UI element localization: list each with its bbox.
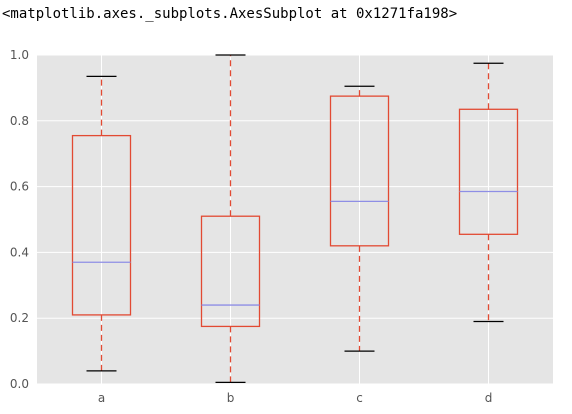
box-a (71, 75, 132, 372)
y-tick-label: 1.0 (10, 48, 29, 62)
y-tick-label: 0.0 (10, 377, 29, 391)
x-tick-label: a (98, 391, 105, 405)
plot-area (37, 55, 553, 384)
x-tick-label: c (356, 391, 363, 405)
y-tick-label: 0.8 (10, 114, 29, 128)
x-tick-label: b (227, 391, 235, 405)
box-iqr (458, 108, 519, 235)
box-series (71, 54, 519, 384)
box-d (458, 62, 519, 323)
y-tick-label: 0.6 (10, 180, 29, 194)
output-repr-text: <matplotlib.axes._subplots.AxesSubplot a… (2, 6, 458, 22)
box-b (200, 54, 261, 384)
x-tick-label: d (485, 391, 493, 405)
y-axis-ticks: 0.0 0.2 0.4 0.6 0.8 1.0 (10, 48, 29, 391)
x-axis-ticks: a b c d (98, 391, 492, 405)
y-tick-label: 0.2 (10, 311, 29, 325)
y-tick-label: 0.4 (10, 245, 29, 259)
box-iqr (329, 95, 390, 247)
box-c (329, 85, 390, 352)
box-iqr (71, 134, 132, 316)
box-iqr (200, 215, 261, 328)
